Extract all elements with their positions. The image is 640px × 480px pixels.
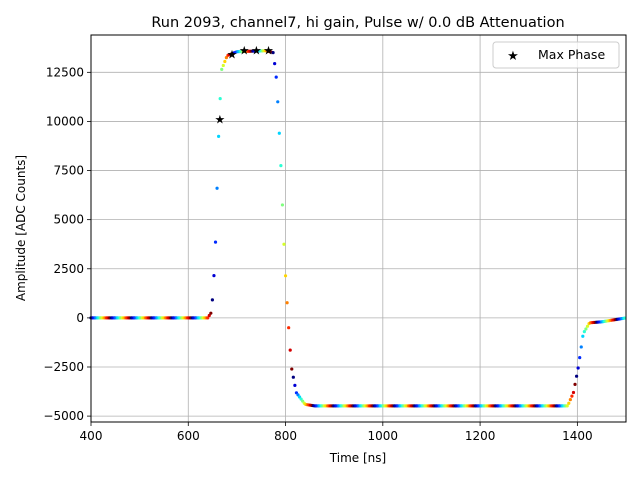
waveform-sample bbox=[271, 51, 275, 55]
waveform-sample bbox=[212, 274, 216, 278]
x-tick-label: 400 bbox=[80, 429, 103, 443]
waveform-sample bbox=[217, 134, 221, 138]
waveform-sample bbox=[207, 313, 211, 318]
waveform-sample bbox=[218, 97, 222, 101]
waveform-sample bbox=[206, 316, 210, 320]
waveform-sample bbox=[274, 75, 278, 79]
waveform-sample bbox=[277, 131, 281, 135]
waveform-sample bbox=[579, 345, 583, 349]
waveform-sample bbox=[291, 375, 295, 379]
axis-ticks: 400 600 800 1000 1200 1400 −5000 −2500 0 2500 5000… bbox=[43, 65, 592, 443]
x-tick-label: 800 bbox=[274, 429, 297, 443]
y-tick-label: 0 bbox=[76, 311, 84, 325]
x-tick-label: 600 bbox=[177, 429, 200, 443]
waveform-sample bbox=[581, 334, 585, 338]
waveform-sample bbox=[279, 164, 283, 168]
waveform-sample bbox=[584, 327, 588, 331]
waveform-sample bbox=[287, 326, 291, 330]
waveform-sample bbox=[215, 186, 219, 190]
waveform-sample bbox=[585, 324, 590, 328]
waveform-sample bbox=[578, 356, 582, 360]
max-phase-marker: ★ bbox=[227, 48, 238, 62]
y-tick-label: 5000 bbox=[53, 213, 84, 227]
y-tick-label: 7500 bbox=[53, 164, 84, 178]
waveform-sample bbox=[288, 348, 292, 352]
waveform-sample bbox=[280, 203, 285, 207]
y-tick-label: 12500 bbox=[46, 65, 84, 79]
y-axis-label: Amplitude [ADC Counts] bbox=[14, 155, 28, 301]
waveform-sample bbox=[568, 398, 572, 402]
y-tick-label: 10000 bbox=[46, 114, 84, 128]
waveform-sample bbox=[220, 67, 224, 71]
y-tick-label: 2500 bbox=[53, 262, 84, 276]
waveform-sample bbox=[573, 382, 577, 386]
waveform-sample bbox=[285, 301, 289, 305]
max-phase-marker: ★ bbox=[263, 44, 274, 58]
waveform-sample bbox=[576, 366, 580, 370]
waveform-sample bbox=[582, 330, 586, 334]
x-tick-label: 1200 bbox=[465, 429, 496, 443]
legend-label-max-phase: Max Phase bbox=[538, 47, 605, 62]
legend: ★ Max Phase bbox=[492, 41, 620, 69]
waveform-sample bbox=[273, 62, 277, 66]
waveform-sample bbox=[570, 394, 574, 398]
waveform-sample bbox=[565, 404, 569, 408]
waveform-sample bbox=[283, 274, 288, 278]
waveform-sample bbox=[276, 100, 280, 104]
y-tick-label: −5000 bbox=[43, 409, 84, 423]
max-phase-series: ★★ ★ ★ ★ bbox=[215, 43, 274, 126]
waveform-sample bbox=[223, 59, 227, 64]
waveform-sample bbox=[210, 298, 214, 302]
data-series bbox=[89, 49, 627, 408]
waveform-sample bbox=[290, 367, 294, 371]
x-tick-label: 1000 bbox=[368, 429, 399, 443]
max-phase-marker: ★ bbox=[251, 43, 262, 57]
waveform-sample bbox=[209, 311, 213, 315]
waveform-sample bbox=[574, 374, 579, 378]
x-tick-label: 1400 bbox=[562, 429, 593, 443]
waveform-sample bbox=[213, 240, 218, 244]
waveform-sample bbox=[224, 55, 228, 60]
plot-frame bbox=[90, 34, 627, 423]
waveform-sample bbox=[282, 242, 286, 246]
waveform-sample bbox=[221, 63, 225, 68]
max-phase-marker: ★ bbox=[239, 44, 250, 58]
chart-title: Run 2093, channel7, hi gain, Pulse w/ 0.… bbox=[151, 15, 564, 31]
max-phase-marker: ★ bbox=[215, 112, 226, 126]
legend-box bbox=[492, 41, 620, 69]
x-axis-label: Time [ns] bbox=[329, 451, 386, 465]
waveform-sample bbox=[571, 390, 576, 395]
waveform-sample bbox=[293, 383, 297, 387]
legend-star-icon: ★ bbox=[507, 49, 519, 64]
waveform-sample bbox=[567, 401, 571, 405]
y-tick-label: −2500 bbox=[43, 360, 84, 374]
